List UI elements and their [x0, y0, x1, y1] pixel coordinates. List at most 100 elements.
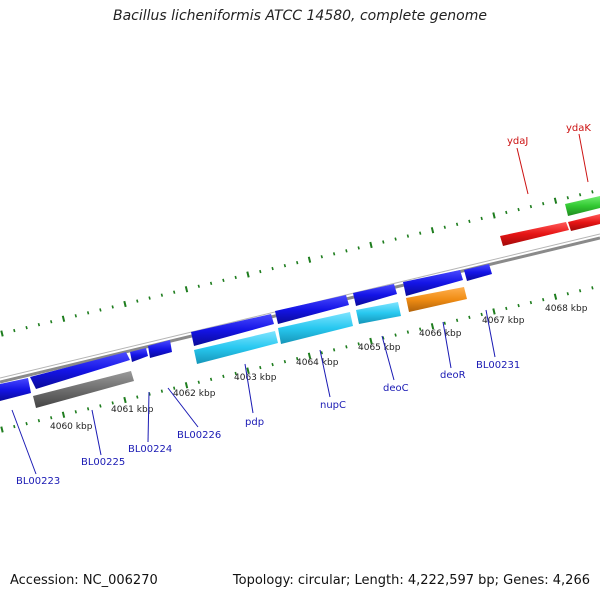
minor-tick [13, 424, 16, 429]
gene-label-BL00223[interactable]: BL00223 [16, 476, 60, 487]
gene-arrow-ydaJ[interactable] [500, 222, 569, 246]
minor-tick [136, 299, 139, 303]
minor-tick [25, 325, 28, 330]
major-tick [61, 315, 66, 322]
tick-track-inner [0, 286, 594, 433]
minor-tick [542, 201, 545, 206]
gene-arrow-deoR[interactable] [403, 270, 463, 296]
minor-tick [296, 356, 299, 361]
minor-tick [406, 330, 410, 334]
minor-tick [222, 374, 225, 379]
minor-tick [419, 231, 422, 235]
major-tick [123, 396, 127, 404]
gene-arrow-BL00231[interactable] [464, 264, 492, 281]
minor-tick [283, 263, 287, 268]
minor-tick [345, 345, 348, 349]
gene-arrow-BL00225[interactable] [30, 352, 130, 389]
minor-tick [25, 421, 28, 426]
tick-label-4066: 4066 kbp [419, 329, 462, 339]
minor-tick [234, 275, 237, 280]
minor-tick [111, 401, 114, 405]
major-tick [246, 271, 250, 278]
gene-arrow-deoC[interactable] [353, 284, 397, 306]
minor-tick [542, 297, 545, 302]
minor-tick [259, 365, 262, 370]
cds-nupC[interactable] [278, 312, 353, 344]
gene-arrow-nupC[interactable] [275, 295, 349, 324]
tick-label-4061: 4061 kbp [111, 405, 154, 415]
tick-label-4060: 4060 kbp [50, 422, 93, 432]
minor-tick [197, 380, 200, 384]
minor-tick [345, 249, 348, 253]
gene-arrow-BL00224[interactable] [130, 348, 148, 362]
minor-tick [480, 312, 483, 317]
tick-label-4068: 4068 kbp [545, 304, 588, 314]
minor-tick [50, 320, 53, 324]
minor-tick [271, 266, 274, 271]
minor-tick [480, 216, 483, 221]
map-title: Bacillus licheniformis ATCC 14580, compl… [113, 8, 487, 24]
gene-label-BL00224[interactable]: BL00224 [128, 444, 172, 455]
minor-tick [591, 190, 594, 194]
tick-label-4065: 4065 kbp [358, 343, 401, 353]
cds-ydaK[interactable] [565, 196, 600, 216]
cds-BL00225[interactable] [33, 371, 134, 408]
gene-label-BL00231[interactable]: BL00231 [476, 360, 520, 371]
minor-tick [13, 328, 16, 333]
minor-tick [517, 207, 520, 212]
minor-tick [209, 281, 213, 286]
gene-label-ydaJ[interactable]: ydaJ [507, 136, 528, 147]
gene-label-nupC[interactable]: nupC [320, 400, 346, 411]
accession-text: Accession: NC_006270 [10, 573, 158, 588]
minor-tick [74, 410, 77, 414]
minor-tick [505, 306, 508, 311]
major-tick [184, 382, 189, 389]
minor-tick [296, 260, 299, 265]
minor-tick [222, 278, 225, 283]
minor-tick [320, 351, 323, 355]
minor-tick [332, 252, 336, 256]
minor-tick [443, 225, 446, 229]
gene-label-BL00226[interactable]: BL00226 [177, 430, 221, 441]
major-tick [307, 352, 312, 359]
cds-deoR[interactable] [406, 287, 467, 312]
minor-tick [382, 336, 385, 340]
tick-tracks [0, 190, 594, 433]
reverse-strand-genes [500, 196, 600, 246]
gene-label-deoC[interactable]: deoC [383, 383, 409, 394]
minor-tick [111, 305, 114, 309]
major-tick [430, 323, 435, 330]
minor-tick [283, 359, 287, 364]
major-tick [369, 337, 373, 345]
cds-deoC[interactable] [356, 302, 401, 324]
minor-tick [394, 237, 397, 241]
gene-arrow-BL00226[interactable] [148, 340, 172, 358]
gene-arrow-BL00223[interactable] [0, 378, 31, 401]
major-tick [246, 367, 250, 374]
minor-tick [332, 348, 336, 352]
gene-label-ydaK[interactable]: ydaK [566, 123, 591, 134]
minor-tick [578, 289, 582, 293]
tick-label-4062: 4062 kbp [173, 389, 216, 399]
minor-tick [505, 210, 508, 215]
major-tick [369, 241, 373, 249]
major-tick [0, 426, 4, 433]
leader-lines [11, 133, 589, 475]
minor-tick [99, 308, 102, 312]
gene-arrow-pdp[interactable] [191, 314, 274, 346]
gene-label-BL00225[interactable]: BL00225 [81, 457, 125, 468]
cds-pdp[interactable] [194, 331, 278, 364]
minor-tick [394, 333, 397, 337]
minor-tick [578, 193, 582, 197]
major-tick [492, 308, 496, 315]
major-tick [492, 212, 496, 219]
gene-arrow-ydaK[interactable] [568, 214, 600, 231]
gene-label-pdp[interactable]: pdp [245, 417, 264, 428]
gene-label-deoR[interactable]: deoR [440, 370, 466, 381]
minor-tick [455, 318, 459, 323]
minor-tick [209, 377, 213, 382]
major-tick [123, 300, 127, 308]
minor-tick [468, 219, 471, 224]
minor-tick [160, 389, 164, 393]
